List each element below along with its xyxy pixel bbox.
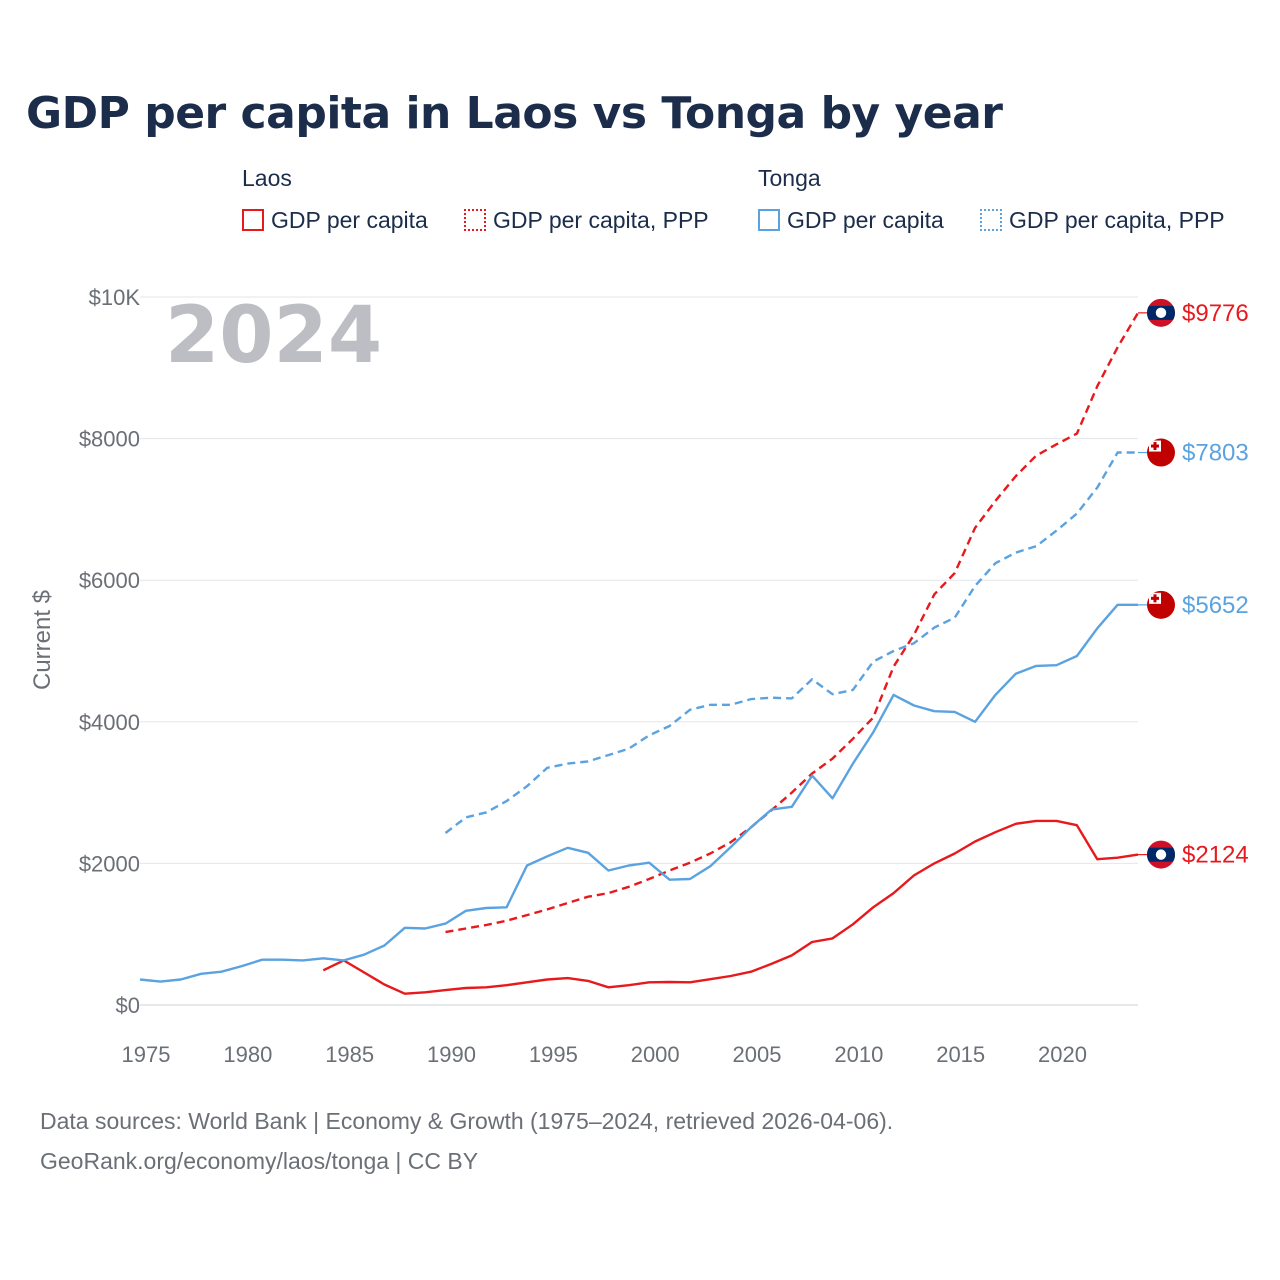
series-line-laos-gdp-per-capita-ppp xyxy=(445,312,1140,934)
legend-swatch-solid-blue xyxy=(758,209,780,231)
legend-item-laos-gdp[interactable]: GDP per capita xyxy=(242,205,428,235)
x-tick-label: 2010 xyxy=(834,1042,883,1067)
x-tick-label: 1985 xyxy=(325,1042,374,1067)
laos-flag-icon xyxy=(1147,840,1175,869)
x-tick-label: 1980 xyxy=(223,1042,272,1067)
legend-group-tonga: Tonga xyxy=(758,165,821,191)
y-tick-label: $4000 xyxy=(79,710,140,735)
grid-layer xyxy=(140,296,1138,1006)
x-tick-label: 2020 xyxy=(1038,1042,1087,1067)
series-line-tonga-gdp-per-capita-ppp xyxy=(444,451,1138,834)
laos-flag-icon xyxy=(1147,298,1175,327)
y-tick-label: $0 xyxy=(116,993,140,1018)
x-tick-label: 2015 xyxy=(936,1042,985,1067)
series-layer xyxy=(139,312,1140,995)
flag-cross-h xyxy=(1151,596,1159,600)
legend-label: GDP per capita, PPP xyxy=(1009,206,1225,233)
chart-title: GDP per capita in Laos vs Tonga by year xyxy=(26,88,1003,139)
series-line-tonga-gdp-per-capita xyxy=(139,603,1138,983)
y-tick-label: $2000 xyxy=(79,851,140,876)
flag-cross-h xyxy=(1151,444,1159,448)
y-tick-label: $10K xyxy=(89,285,141,310)
x-tick-label: 2005 xyxy=(733,1042,782,1067)
end-value-label: $7803 xyxy=(1182,440,1249,467)
y-axis-title: Current $ xyxy=(29,590,56,690)
x-tick-label: 1995 xyxy=(529,1042,578,1067)
legend-swatch-dotted-blue xyxy=(980,209,1002,231)
source-line-2[interactable]: GeoRank.org/economy/laos/tonga | CC BY xyxy=(40,1148,479,1174)
legend-item-laos-gdp-ppp[interactable]: GDP per capita, PPP xyxy=(464,205,709,235)
legend-item-tonga-gdp-ppp[interactable]: GDP per capita, PPP xyxy=(980,205,1225,235)
flag-disc xyxy=(1155,849,1167,860)
legend-label: GDP per capita, PPP xyxy=(493,206,709,233)
legend-group-laos: Laos xyxy=(242,165,292,191)
end-value-label: $2124 xyxy=(1182,842,1249,869)
y-tick-label: $6000 xyxy=(79,568,140,593)
end-value-label: $5652 xyxy=(1182,592,1249,619)
year-watermark: 2024 xyxy=(165,291,382,381)
line-chart: $0 $2000 $4000 $6000 $8000 $10K 1975 1980 1985 19… xyxy=(29,285,1249,1067)
legend-label: GDP per capita xyxy=(787,206,944,233)
end-value-label: $9776 xyxy=(1182,300,1249,327)
legend-swatch-solid-red xyxy=(242,209,264,231)
series-line-laos-gdp-per-capita xyxy=(322,819,1139,995)
legend-label: GDP per capita xyxy=(271,206,428,233)
axis-layer: $0 $2000 $4000 $6000 $8000 $10K 1975 1980 1985 19… xyxy=(79,285,1087,1067)
legend-item-tonga-gdp[interactable]: GDP per capita xyxy=(758,205,944,235)
tonga-flag-icon xyxy=(1147,590,1175,619)
x-tick-label: 2000 xyxy=(631,1042,680,1067)
x-tick-label: 1990 xyxy=(427,1042,476,1067)
flag-disc xyxy=(1155,307,1167,319)
source-line-1: Data sources: World Bank | Economy & Gro… xyxy=(40,1108,894,1134)
tonga-flag-icon xyxy=(1147,438,1175,467)
marker-layer: $2124 $9776 $5652 $7803 xyxy=(1138,298,1249,869)
y-tick-label: $8000 xyxy=(79,427,140,452)
legend-swatch-dotted-red xyxy=(464,209,486,231)
x-tick-label: 1975 xyxy=(122,1042,171,1067)
